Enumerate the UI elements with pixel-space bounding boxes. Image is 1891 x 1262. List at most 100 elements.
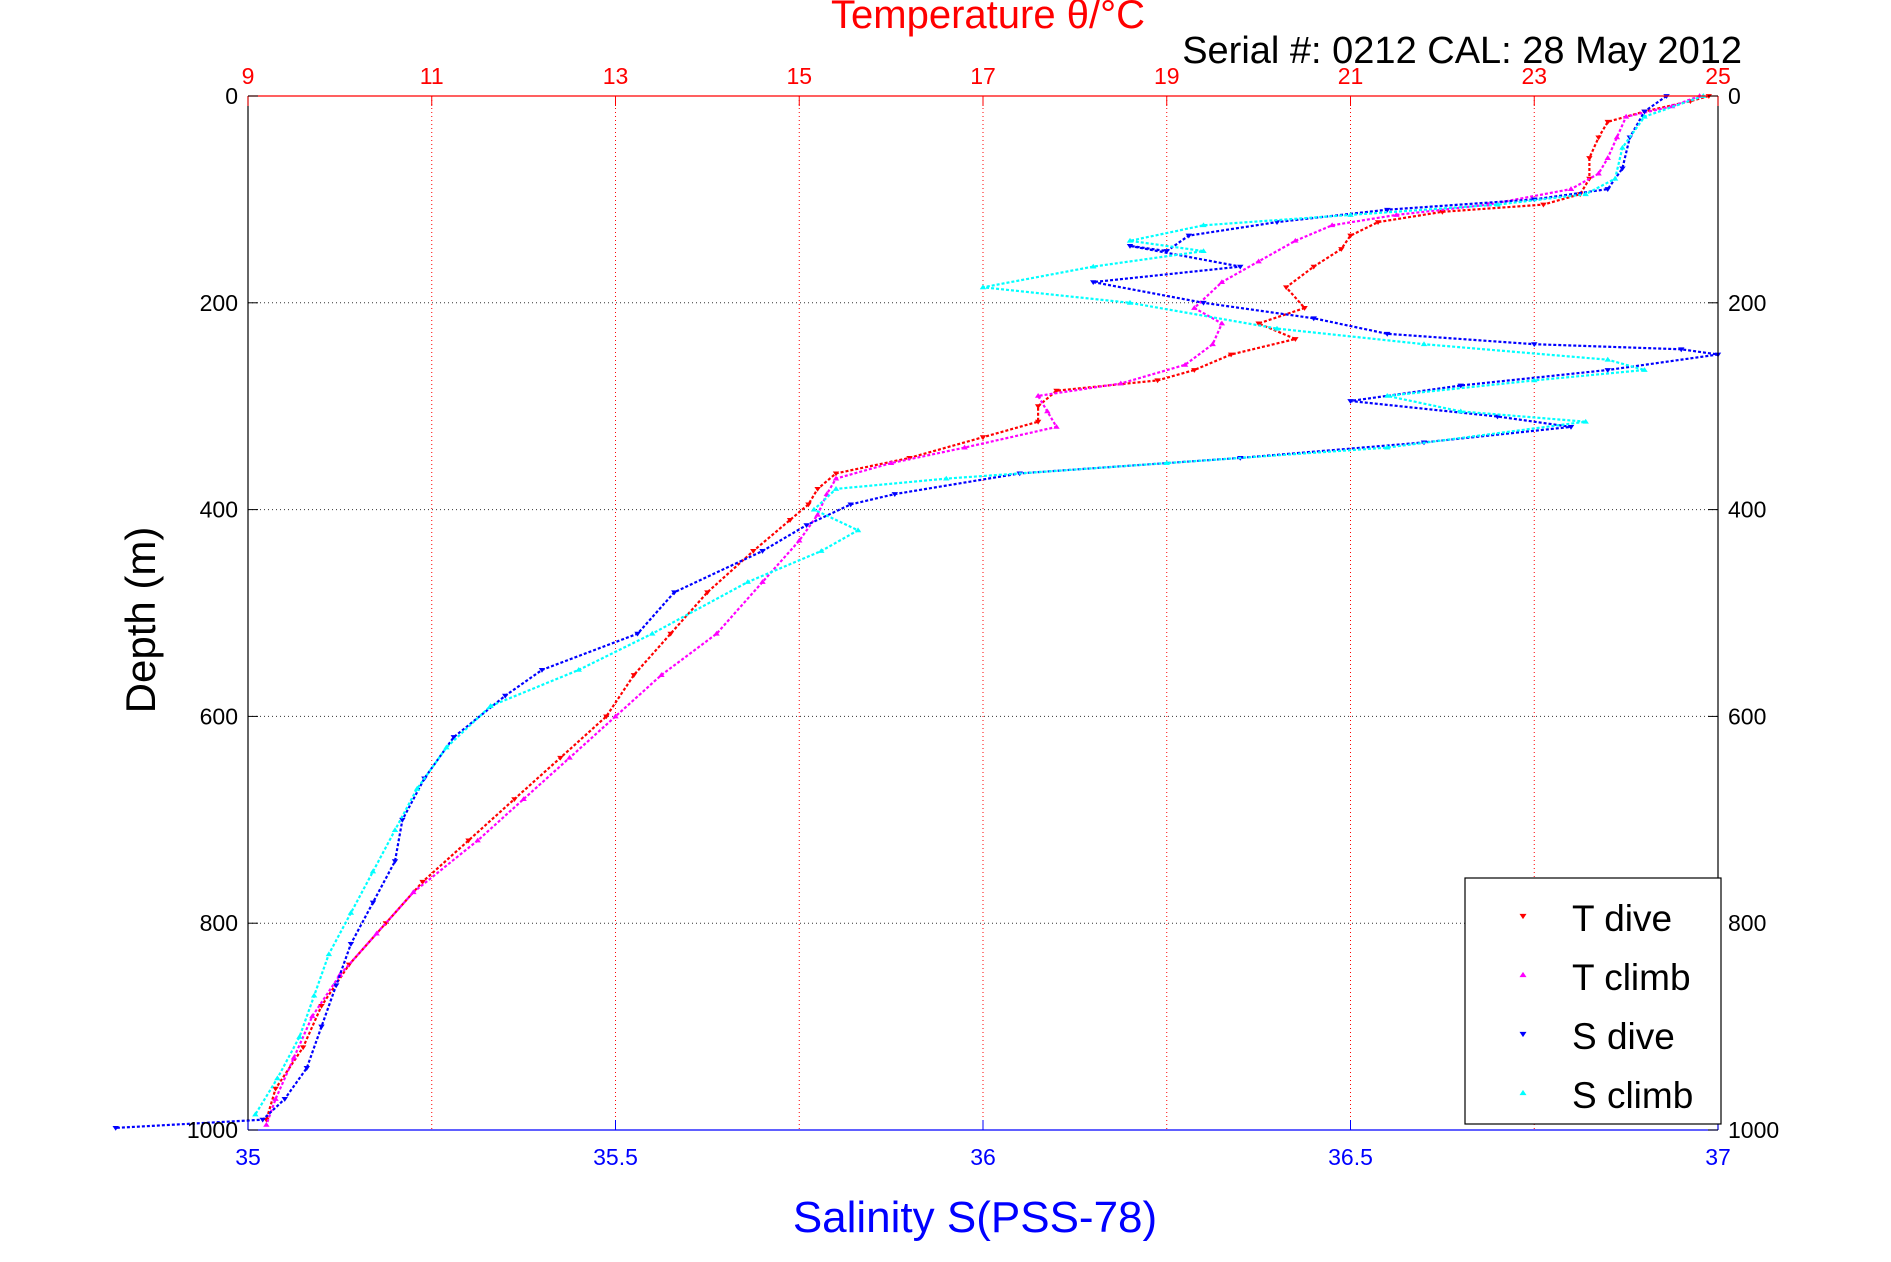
data-point — [704, 590, 711, 596]
data-point — [511, 797, 518, 802]
top-tick-label: 21 — [1338, 63, 1364, 89]
data-point — [1273, 325, 1281, 331]
legend-marker — [1519, 913, 1527, 920]
data-point — [272, 1086, 279, 1092]
data-point — [1273, 220, 1281, 226]
data-point — [786, 518, 794, 523]
data-point — [1604, 119, 1611, 125]
legend-entry-label: T dive — [1572, 898, 1672, 939]
top-tick-label: 17 — [970, 63, 996, 89]
data-point — [832, 486, 840, 491]
data-point — [1347, 399, 1354, 404]
data-point — [1282, 285, 1290, 291]
data-point — [419, 879, 426, 885]
data-point — [1582, 191, 1589, 197]
data-point — [413, 785, 421, 791]
data-point — [1347, 212, 1354, 217]
data-point — [399, 817, 406, 823]
data-point — [961, 444, 968, 450]
data-point — [1611, 175, 1619, 181]
data-point — [1034, 392, 1042, 398]
data-point — [1613, 134, 1621, 140]
data-point — [272, 1096, 279, 1101]
data-point — [713, 630, 720, 636]
data-point — [1347, 233, 1354, 239]
data-point — [979, 284, 987, 290]
data-point — [1163, 249, 1170, 254]
data-point — [318, 1024, 325, 1030]
series-t-climb — [263, 93, 1703, 1127]
data-point — [333, 983, 340, 989]
legend-marker — [1519, 1031, 1527, 1038]
legend-entry-label: S dive — [1572, 1016, 1675, 1057]
data-point — [1595, 135, 1602, 141]
data-point — [1439, 209, 1446, 215]
data-point — [891, 492, 898, 497]
data-point — [391, 827, 399, 833]
data-point — [391, 859, 399, 865]
data-point — [1126, 299, 1134, 305]
top-tick-label: 25 — [1705, 63, 1731, 89]
data-point — [759, 579, 766, 584]
left-tick-label: 600 — [200, 703, 238, 729]
data-point — [1191, 368, 1198, 373]
data-point — [634, 631, 641, 637]
legend-entry-label: S climb — [1572, 1075, 1693, 1116]
right-tick-label: 0 — [1728, 83, 1741, 109]
data-point — [290, 1054, 298, 1060]
data-point — [1384, 392, 1391, 398]
data-point — [274, 1075, 281, 1081]
data-point — [658, 672, 665, 677]
data-point — [814, 487, 821, 492]
data-point — [1126, 244, 1134, 249]
data-point — [1338, 247, 1345, 252]
data-point — [847, 502, 854, 508]
data-points — [112, 93, 1722, 1131]
data-point — [603, 714, 610, 720]
right-tick-label: 1000 — [1728, 1117, 1779, 1143]
left-tick-label: 0 — [225, 83, 238, 109]
data-point — [1604, 155, 1611, 160]
data-point — [1044, 408, 1051, 414]
data-point — [325, 951, 333, 957]
data-point — [450, 735, 457, 740]
data-point — [1090, 280, 1097, 285]
data-point — [803, 523, 810, 528]
legend-marker — [1519, 1089, 1527, 1096]
top-tick-label: 13 — [603, 63, 629, 89]
bottom-tick-label: 36 — [970, 1144, 996, 1170]
data-point — [671, 590, 678, 596]
data-point — [1619, 144, 1626, 150]
series-s-climb — [252, 93, 1707, 1117]
series-trace — [265, 94, 1710, 1121]
data-point — [474, 837, 481, 843]
right-tick-label: 800 — [1728, 910, 1766, 936]
data-point — [373, 930, 380, 936]
data-point — [1126, 237, 1134, 243]
data-point — [566, 754, 573, 760]
chart-subtitle: Serial #: 0212 CAL: 28 May 2012 — [1182, 30, 1742, 72]
data-point — [1090, 263, 1097, 269]
data-point — [1457, 408, 1464, 414]
data-point — [1292, 237, 1299, 243]
data-point — [1531, 377, 1538, 383]
data-point — [750, 549, 757, 554]
x-axis-label-salinity: Salinity S(PSS-78) — [793, 1193, 1157, 1242]
data-point — [744, 579, 751, 584]
legend-entry-label: T climb — [1572, 957, 1691, 998]
data-point — [832, 475, 840, 481]
data-point — [443, 744, 450, 750]
data-point — [1255, 321, 1262, 327]
data-point — [759, 549, 766, 554]
data-point — [336, 972, 344, 977]
data-point — [1641, 113, 1648, 119]
data-point — [1053, 424, 1060, 429]
data-point — [1200, 300, 1207, 306]
legend: T dive T climb S dive S climb — [1464, 877, 1722, 1125]
data-point — [1200, 222, 1207, 228]
left-tick-label: 1000 — [187, 1117, 238, 1143]
data-point — [296, 1034, 303, 1039]
data-point — [1393, 212, 1400, 217]
data-point — [1604, 356, 1611, 362]
data-point — [1567, 424, 1575, 430]
